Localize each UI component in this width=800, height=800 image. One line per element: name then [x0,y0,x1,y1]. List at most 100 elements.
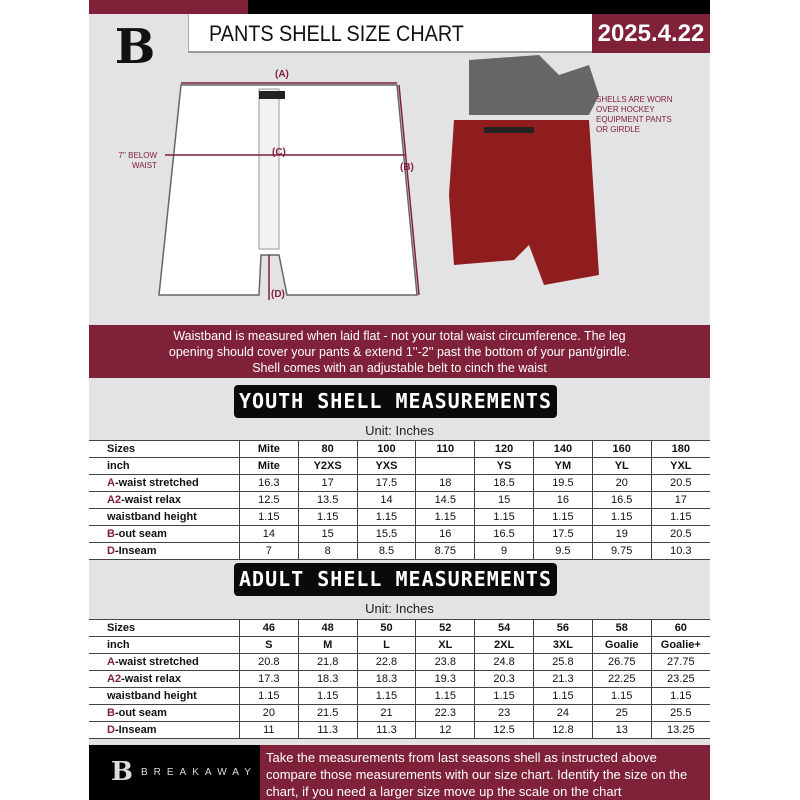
table-cell: 12.5 [238,491,299,509]
table-cell: 9 [474,542,534,560]
measure-name: -waist stretched [114,656,199,668]
table-row: D-Inseam 11 11.3 11.3 12 12.5 12.8 13 13.25 [89,721,710,739]
table-cell: YL [591,457,652,475]
footer-logo: B [111,757,133,787]
measure-name: -waist stretched [114,477,199,489]
measure-name: -Inseam [114,545,157,557]
table-cell: 17 [650,491,710,509]
table-cell: 18.3 [297,670,358,688]
measure-letter: A2 [107,494,122,506]
row-label: waistband height [89,687,240,705]
table-cell: 1.15 [297,508,358,526]
measure-name: -out seam [114,707,167,719]
row-label: D-Inseam [89,721,240,739]
table-row: inch S M L XL 2XL 3XL Goalie Goalie+ [89,636,710,654]
table-cell: 22.25 [591,670,652,688]
table-cell: 52 [415,619,476,637]
table-cell: 13.25 [650,721,710,739]
table-cell: 11 [238,721,299,739]
table-row: D-Inseam 7 8 8.5 8.75 9 9.5 9.75 10.3 [89,542,710,560]
table-cell: 1.15 [650,687,710,705]
table-cell: 19.3 [415,670,476,688]
table-cell: 100 [356,440,417,458]
measure-letter: A [107,656,115,668]
row-label: A2-waist relax [89,670,240,688]
table-cell: 19.5 [533,474,593,492]
table-cell: 22.8 [356,653,417,671]
table-cell: 12 [415,721,476,739]
table-cell: 80 [297,440,358,458]
adult-size-table: Sizes 46 48 50 52 54 56 58 60 inch S M L XL 2XL 3XL Goal… [89,619,710,739]
table-cell: 18 [415,474,476,492]
table-cell: 19 [591,525,652,543]
table-cell: 50 [356,619,417,637]
table-cell: 160 [591,440,652,458]
measure-letter: D [107,724,115,736]
youth-unit-label: Unit: Inches [365,423,434,438]
table-cell: 25.5 [650,704,710,722]
table-cell: 25 [591,704,652,722]
table-cell: 1.15 [356,508,417,526]
measure-letter: A [107,477,115,489]
top-accent-bar [89,0,248,14]
table-cell: 20 [591,474,652,492]
table-cell: M [297,636,358,654]
table-cell: Goalie [591,636,652,654]
breakaway-logo: B [114,19,156,75]
banner-line: Shell comes with an adjustable belt to c… [252,361,547,375]
measure-name: -waist relax [121,673,181,685]
table-cell: 25.8 [533,653,593,671]
table-cell [415,457,476,475]
table-cell: 16.3 [238,474,299,492]
measure-name: Sizes [107,443,136,455]
girdle-image [469,55,599,115]
banner-line: Waistband is measured when laid flat - n… [173,329,626,343]
table-cell: 1.15 [591,508,652,526]
table-cell: 8.5 [356,542,417,560]
table-cell: 60 [650,619,710,637]
table-cell: 1.15 [238,508,299,526]
measure-letter: A2 [107,673,122,685]
table-cell: 21.3 [533,670,593,688]
table-cell: 58 [591,619,652,637]
table-cell: 23.8 [415,653,476,671]
table-cell: XL [415,636,476,654]
table-cell: 110 [415,440,476,458]
table-cell: 1.15 [415,687,476,705]
table-cell: 18.5 [474,474,534,492]
table-cell: 20.3 [474,670,534,688]
table-cell: 20.8 [238,653,299,671]
table-cell: 1.15 [533,508,593,526]
table-cell: 14 [356,491,417,509]
diagram-area: (A) (C) (B) (D) 7'' BELOW WAIST SHELLS A… [89,55,710,325]
table-row: A2-waist relax 12.5 13.5 14 14.5 15 16 16.5 17 [89,491,710,509]
row-label: B-out seam [89,704,240,722]
table-cell: 18.3 [356,670,417,688]
shorts-diagram [158,55,599,300]
table-cell: 140 [533,440,593,458]
table-cell: 20.5 [650,525,710,543]
table-cell: 1.15 [533,687,593,705]
table-row: Sizes 46 48 50 52 54 56 58 60 [89,619,710,637]
table-cell: 13 [591,721,652,739]
row-label: inch [89,636,240,654]
table-cell: 16.5 [474,525,534,543]
label-a: (A) [275,69,289,80]
table-cell: 14 [238,525,299,543]
shell-belt [484,127,534,133]
table-cell: 16.5 [591,491,652,509]
label-d: (D) [271,289,285,300]
table-cell: 16 [533,491,593,509]
measure-name: waistband height [107,511,197,523]
table-row: A-waist stretched 16.3 17 17.5 18 18.5 19.5 20 2… [89,474,710,492]
row-label: A2-waist relax [89,491,240,509]
table-cell: 7 [238,542,299,560]
table-row: A2-waist relax 17.3 18.3 18.3 19.3 20.3 21.3 22… [89,670,710,688]
youth-section-title: YOUTH SHELL MEASUREMENTS [234,385,557,418]
measure-letter: B [107,528,115,540]
measure-name: waistband height [107,690,197,702]
measure-letter: D [107,545,115,557]
table-cell: 21.8 [297,653,358,671]
table-cell: 23 [474,704,534,722]
row-label: A-waist stretched [89,653,240,671]
